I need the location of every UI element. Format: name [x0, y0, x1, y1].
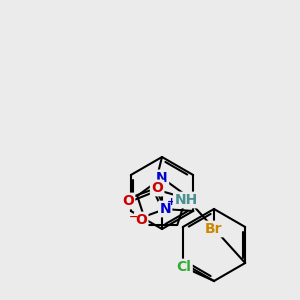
- Text: NH: NH: [174, 193, 198, 207]
- Text: N: N: [156, 171, 168, 185]
- Text: N: N: [159, 202, 171, 216]
- Text: O: O: [122, 194, 134, 208]
- Text: −: −: [128, 212, 138, 222]
- Text: O: O: [151, 181, 163, 195]
- Text: Cl: Cl: [177, 260, 191, 274]
- Text: Br: Br: [205, 222, 223, 236]
- Text: O: O: [135, 213, 147, 227]
- Text: +: +: [167, 197, 176, 207]
